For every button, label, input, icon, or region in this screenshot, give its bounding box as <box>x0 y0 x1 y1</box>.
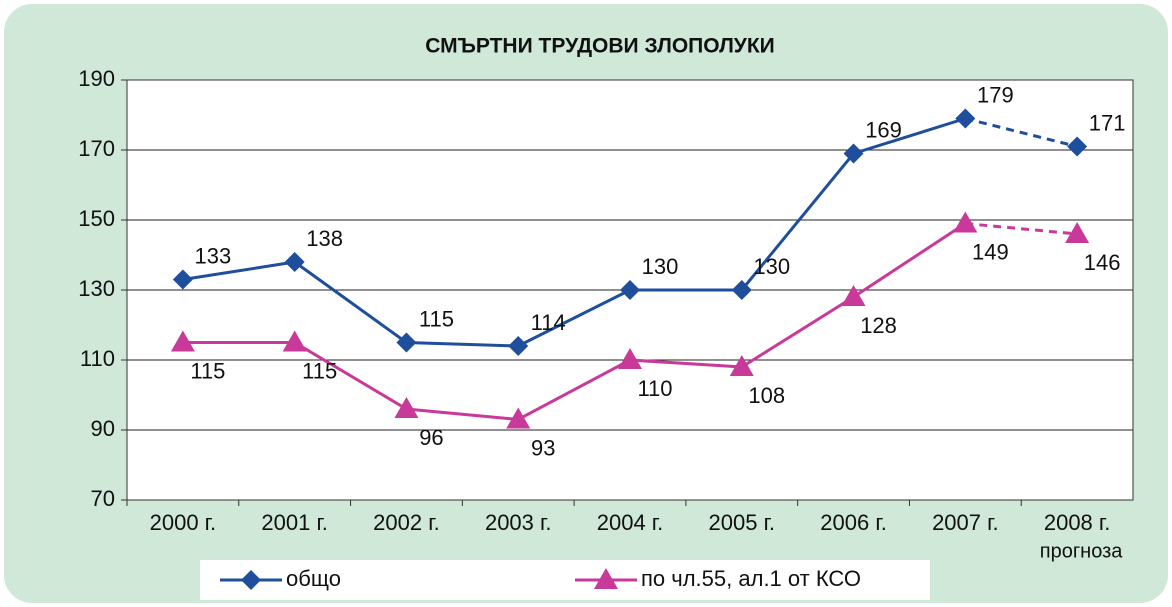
data-label: 149 <box>972 239 1009 264</box>
y-tick-label: 90 <box>91 416 115 441</box>
marker <box>731 280 752 300</box>
data-label: 110 <box>637 376 672 401</box>
x-tick-label: 2008 г. <box>1044 510 1111 535</box>
data-label: 114 <box>531 310 566 335</box>
data-label: 169 <box>865 117 902 142</box>
x-tick-label: 2007 г. <box>932 510 999 535</box>
data-label: 128 <box>860 313 897 338</box>
x-tick-label: 2000 г. <box>150 510 217 535</box>
x-tick-label: 2004 г. <box>597 510 664 535</box>
marker <box>594 568 618 589</box>
data-label: 115 <box>302 358 337 383</box>
line <box>965 222 1078 236</box>
x-tick-label: 2003 г. <box>485 510 552 535</box>
marker <box>508 336 529 356</box>
x-tick-label: 2006 г. <box>820 510 887 535</box>
legend <box>200 560 930 600</box>
forecast-label: прогноза <box>1040 540 1123 562</box>
chart-title: СМЪРТНИ ТРУДОВИ ЗЛОПОЛУКИ <box>425 35 775 58</box>
data-label: 133 <box>195 243 232 268</box>
data-label: 146 <box>1084 250 1121 275</box>
legend-label: по чл.55, ал.1 от КСО <box>641 566 861 591</box>
marker <box>953 211 978 233</box>
data-label: 130 <box>753 254 790 279</box>
x-tick-label: 2005 г. <box>709 510 776 535</box>
data-label: 115 <box>190 358 225 383</box>
data-label: 179 <box>977 82 1014 107</box>
data-label: 138 <box>306 226 343 251</box>
marker <box>284 252 305 272</box>
data-label: 171 <box>1089 110 1126 135</box>
data-label: 108 <box>748 383 785 408</box>
marker <box>620 280 640 300</box>
y-tick-label: 110 <box>80 346 115 371</box>
marker <box>1067 136 1088 157</box>
line <box>182 222 967 422</box>
marker <box>1065 222 1090 243</box>
data-label: 93 <box>531 435 555 460</box>
marker <box>729 355 754 376</box>
marker <box>172 269 193 290</box>
y-tick-label: 170 <box>78 136 115 161</box>
line <box>964 117 1078 148</box>
y-tick-label: 190 <box>78 66 115 91</box>
data-label: 96 <box>419 425 443 450</box>
legend-label: общо <box>286 566 341 591</box>
marker <box>282 330 307 352</box>
x-tick-label: 2002 г. <box>373 510 440 535</box>
marker <box>394 397 419 418</box>
marker <box>843 143 864 164</box>
x-tick-label: 2001 г. <box>261 510 328 535</box>
y-tick-label: 70 <box>91 486 115 511</box>
data-label: 130 <box>642 254 679 279</box>
data-label: 115 <box>419 306 454 331</box>
marker <box>506 407 531 429</box>
marker <box>170 330 195 352</box>
y-tick-label: 130 <box>78 276 115 301</box>
y-tick-label: 150 <box>78 206 115 231</box>
marker <box>241 570 261 590</box>
marker <box>955 108 976 129</box>
marker <box>396 332 417 353</box>
marker <box>618 348 642 369</box>
line <box>182 117 966 348</box>
marker <box>841 285 866 306</box>
